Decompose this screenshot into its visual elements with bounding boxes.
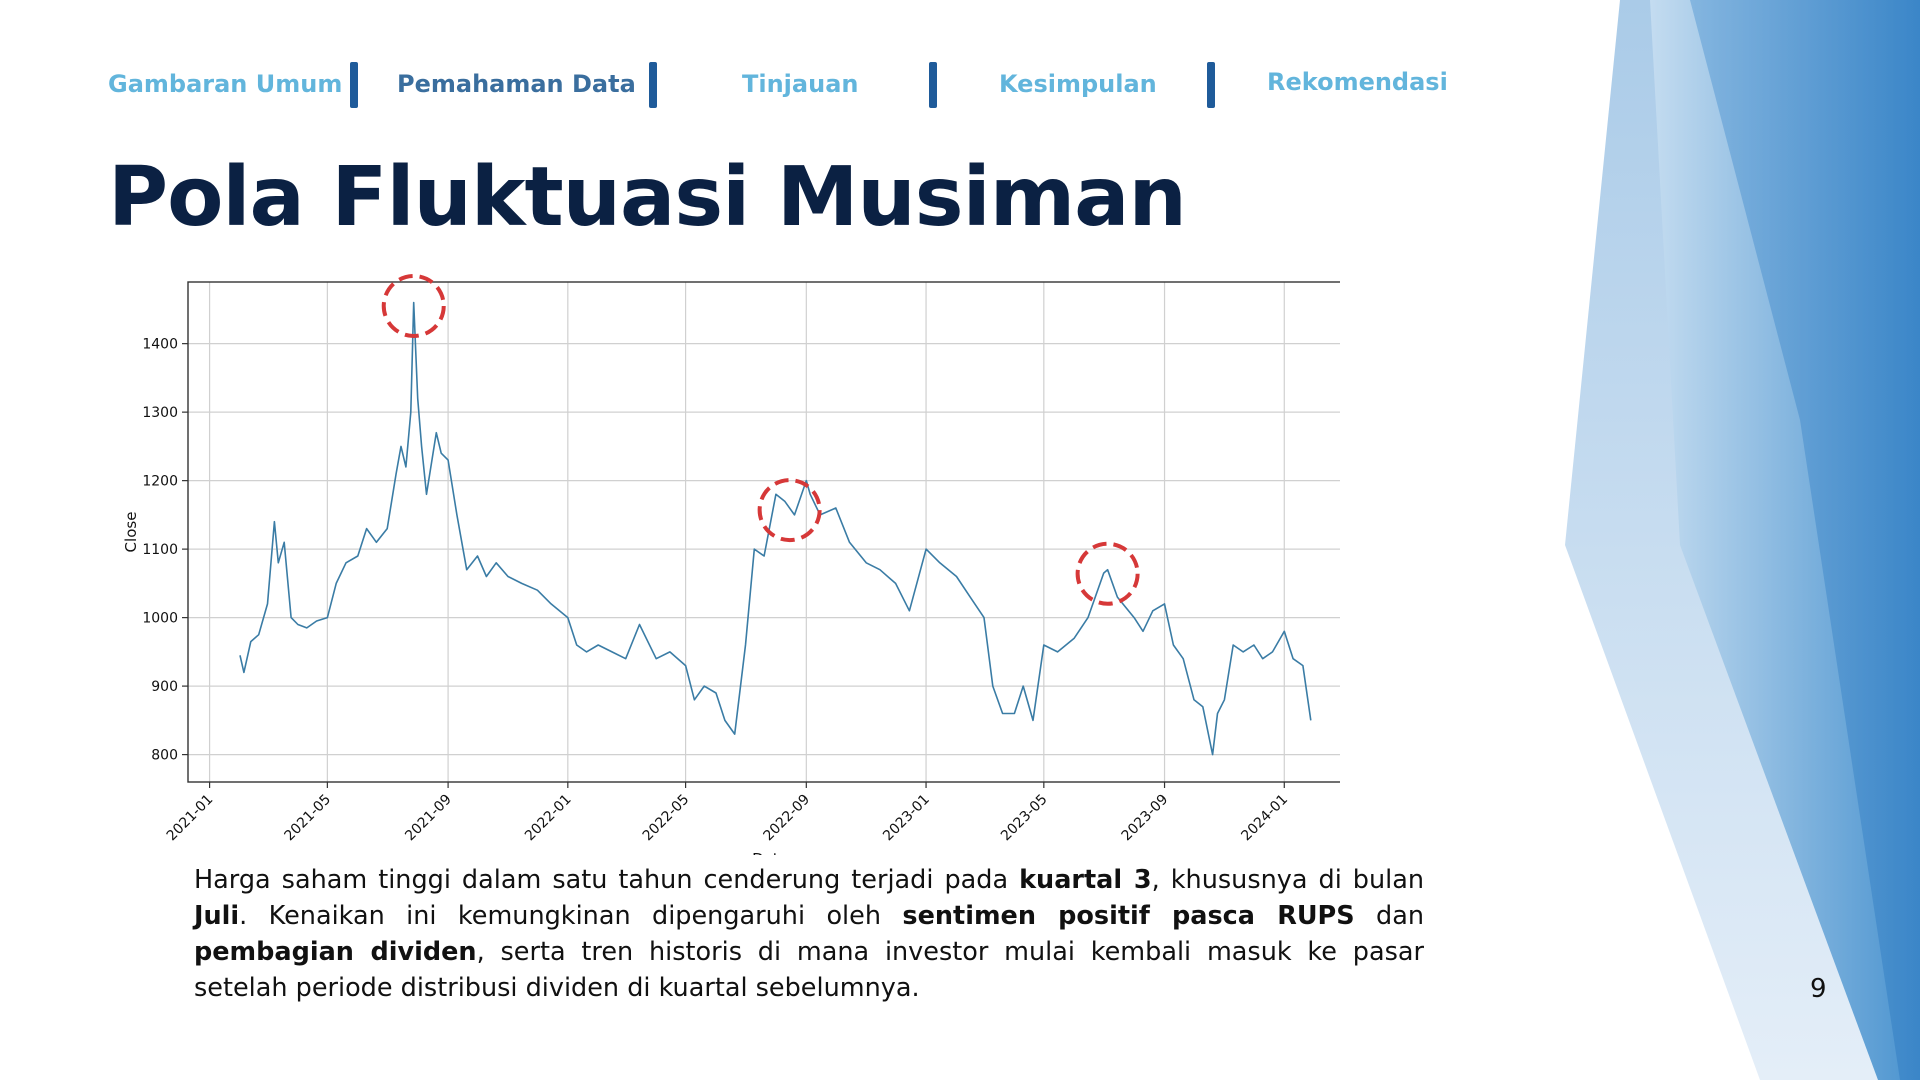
close-price-line-chart: 800 900 1000 1100 1200 1300 1400 2021-01 2021-05…: [122, 273, 1340, 855]
page-number: 9: [1810, 974, 1827, 1004]
x-tick-label: 2022-09: [760, 792, 813, 845]
x-tick-label: 2022-01: [522, 792, 575, 845]
peak-highlight-circle: [757, 478, 822, 543]
x-tick-label: 2021-05: [282, 792, 335, 845]
page-title: Pola Fluktuasi Musiman: [108, 150, 1187, 245]
top-navigation: Gambaran Umum Pemahaman Data Tinjauan Ke…: [100, 62, 1448, 112]
nav-separator: [1207, 62, 1215, 108]
y-tick-label: 1100: [142, 542, 178, 558]
x-tick-label: 2022-05: [640, 792, 693, 845]
x-tick-label: 2021-01: [164, 792, 217, 845]
x-axis-label: Date: [752, 850, 788, 855]
y-tick-label: 1400: [142, 337, 178, 353]
description-part: . Kenaikan ini kemungkinan dipengaruhi o…: [239, 901, 903, 931]
peak-highlight-circle: [1075, 541, 1140, 606]
nav-separator: [649, 62, 657, 108]
nav-item-tinjauan[interactable]: Tinjauan: [742, 70, 859, 98]
highlight-bulan: Juli: [194, 901, 240, 931]
close-price-series-line: [239, 301, 1312, 756]
nav-item-rekomendasi[interactable]: Rekomendasi: [1267, 68, 1448, 96]
y-tick-label: 900: [151, 679, 178, 695]
highlight-dividen: pembagian dividen: [194, 937, 477, 967]
description-part: dan: [1354, 901, 1424, 931]
highlight-sentimen: sentimen positif pasca RUPS: [902, 901, 1355, 931]
y-tick-label: 1300: [142, 405, 178, 421]
nav-item-kesimpulan[interactable]: Kesimpulan: [999, 70, 1157, 98]
y-tick-label: 1000: [142, 611, 178, 627]
description-part: , serta tren historis di mana investor m…: [194, 937, 1425, 1003]
highlight-kuartal: kuartal 3: [1019, 865, 1152, 895]
x-tick-label: 2024-01: [1238, 792, 1291, 845]
x-tick-label: 2023-01: [880, 792, 933, 845]
nav-separator: [350, 62, 358, 108]
description-part: , khususnya di bulan: [1151, 865, 1425, 895]
nav-item-pemahaman-data[interactable]: Pemahaman Data: [397, 70, 636, 98]
nav-item-gambaran-umum[interactable]: Gambaran Umum: [108, 70, 343, 98]
plot-frame: [187, 281, 1340, 783]
y-axis-label: Close: [122, 512, 140, 553]
x-tick-label: 2021-09: [402, 792, 455, 845]
description-text: Harga saham tinggi dalam satu tahun cend…: [194, 862, 1424, 1006]
description-part: Harga saham tinggi dalam satu tahun cend…: [194, 865, 1020, 895]
x-tick-label: 2023-05: [998, 792, 1051, 845]
x-tick-label: 2023-09: [1119, 792, 1172, 845]
y-tick-label: 800: [151, 748, 178, 764]
y-tick-label: 1200: [142, 474, 178, 490]
nav-separator: [929, 62, 937, 108]
